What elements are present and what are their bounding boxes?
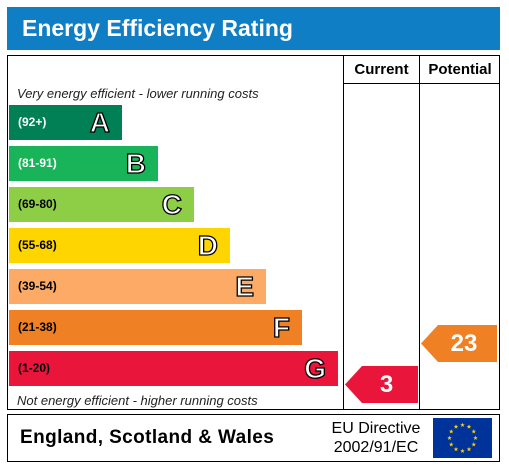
directive-line-2: 2002/91/EC xyxy=(333,439,419,456)
eu-star-icon xyxy=(471,429,477,434)
column-divider-current xyxy=(343,56,344,409)
band-range-label: (69-80) xyxy=(18,197,57,211)
band-b: (81-91) B xyxy=(9,146,158,181)
caption-inefficient: Not energy efficient - higher running co… xyxy=(17,393,258,408)
band-range-label: (81-91) xyxy=(18,156,57,170)
current-rating-arrow: 3 xyxy=(345,366,418,403)
eu-directive: EU Directive 2002/91/EC xyxy=(326,419,426,457)
footer: England, Scotland & Wales EU Directive 2… xyxy=(7,414,500,462)
eu-star-icon xyxy=(460,422,465,427)
eu-flag-icon xyxy=(433,418,492,458)
eu-star-icon xyxy=(448,442,454,447)
eu-star-icon xyxy=(466,424,472,429)
eu-star-icon xyxy=(453,424,459,429)
column-header-potential: Potential xyxy=(428,61,492,78)
band-letter: C xyxy=(161,188,183,220)
potential-rating-value: 23 xyxy=(450,330,478,357)
eu-star-icon xyxy=(453,446,459,452)
band-letter: B xyxy=(125,147,147,179)
eu-star-icon xyxy=(471,442,477,447)
potential-rating-arrow: 23 xyxy=(421,325,497,362)
band-letter: A xyxy=(89,106,111,138)
region-label: England, Scotland & Wales xyxy=(20,427,275,448)
eu-star-icon xyxy=(447,435,452,440)
band-range-label: (39-54) xyxy=(18,279,57,293)
caption-efficient: Very energy efficient - lower running co… xyxy=(17,86,259,101)
band-letter: G xyxy=(304,352,327,384)
eu-star-icon xyxy=(466,446,472,452)
header-divider xyxy=(343,83,499,84)
band-letter: F xyxy=(272,311,290,343)
band-letter: D xyxy=(197,229,219,261)
directive-line-1: EU Directive xyxy=(331,420,421,437)
band-g: (1-20) G xyxy=(9,351,338,386)
band-f: (21-38) F xyxy=(9,310,302,345)
band-d: (55-68) D xyxy=(9,228,230,263)
current-rating-value: 3 xyxy=(379,371,394,398)
rating-table: Current Potential Very energy efficient … xyxy=(7,55,500,410)
eu-star-icon xyxy=(460,448,465,453)
chart-title: Energy Efficiency Rating xyxy=(7,7,500,50)
band-letter: E xyxy=(235,270,255,302)
band-range-label: (1-20) xyxy=(18,361,51,375)
eu-star-icon xyxy=(448,429,454,434)
column-header-current: Current xyxy=(354,61,409,78)
column-divider-potential xyxy=(419,56,420,409)
band-e: (39-54) E xyxy=(9,269,266,304)
band-c: (69-80) C xyxy=(9,187,194,222)
band-range-label: (21-38) xyxy=(18,320,57,334)
eu-star-icon xyxy=(473,435,478,440)
band-range-label: (55-68) xyxy=(18,238,57,252)
band-a: (92+) A xyxy=(9,105,122,140)
band-range-label: (92+) xyxy=(18,115,47,129)
